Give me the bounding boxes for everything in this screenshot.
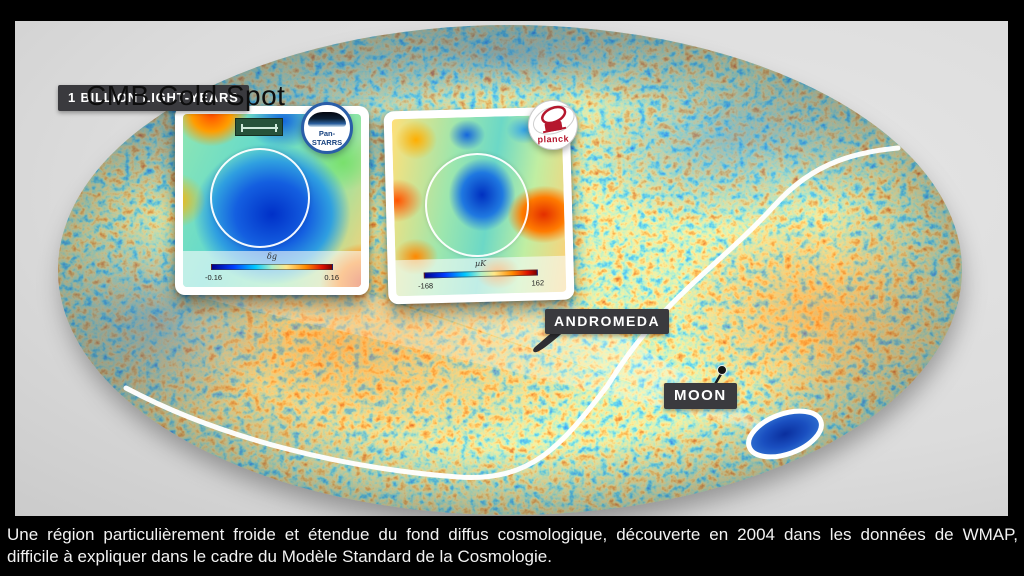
pan-starrs-logo-text: Pan-STARRS — [311, 129, 343, 147]
page-title: CMB Cold Spot — [86, 80, 286, 111]
colorbar-gradient — [423, 269, 538, 279]
scale-bar — [235, 118, 283, 136]
colorbar-label: µK — [474, 258, 487, 269]
colorbar-max: 0.16 — [324, 273, 339, 282]
moon-label: MOON — [664, 383, 737, 409]
cold-spot-marker — [746, 408, 824, 460]
caption: Une région particulièrement froide et ét… — [7, 524, 1018, 568]
panstarrs-colorbar-strip: δg -0.16 0.16 — [183, 251, 361, 287]
colorbar-label: δg — [267, 252, 277, 261]
caption-line-2: difficile à expliquer dans le cadre du M… — [7, 547, 552, 566]
colorbar-max: 162 — [531, 278, 545, 288]
ecliptic-line — [123, 145, 901, 480]
planck-colorbar-strip: µK -168 162 — [395, 255, 567, 297]
inset-panstarrs-card: δg -0.16 0.16 Pan-STARRS — [175, 102, 369, 295]
colorbar-min: -168 — [417, 281, 434, 291]
caption-line-1: Une région particulièrement froide et ét… — [7, 525, 1018, 544]
planck-satellite-icon — [533, 105, 575, 135]
inset-planck-card: µK -168 162 planck — [383, 99, 579, 305]
scale-badge: 1 BILLION LIGHT-YEARS — [58, 85, 249, 111]
planck-logo-text: planck — [537, 133, 570, 145]
planck-logo-icon: planck — [527, 99, 579, 151]
cold-spot-circle-outline — [210, 148, 310, 248]
moon-marker-dot — [717, 365, 727, 375]
colorbar-gradient — [211, 264, 333, 270]
andromeda-pointer — [533, 329, 567, 353]
pan-starrs-sky-arc-icon — [308, 112, 346, 127]
pan-starrs-logo-icon: Pan-STARRS — [301, 102, 353, 154]
light-beam-left — [180, 293, 783, 436]
andromeda-label: ANDROMEDA — [545, 309, 670, 334]
colorbar-min: -0.16 — [205, 273, 223, 282]
